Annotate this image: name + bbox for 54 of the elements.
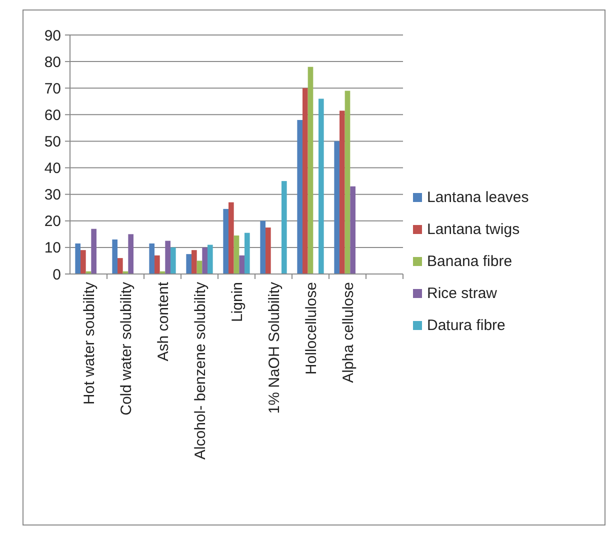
legend-label: Banana fibre [427, 253, 512, 270]
y-tick-label: 10 [44, 240, 61, 257]
x-tick-label: Alcohol- benzene solubility [192, 282, 209, 460]
bar [334, 141, 340, 274]
bar [281, 181, 287, 274]
bar [128, 234, 134, 274]
y-tick-label: 90 [44, 27, 61, 44]
x-tick-label: 1% NaOH Solubility [266, 282, 283, 414]
bar [244, 232, 250, 274]
bar [202, 247, 208, 274]
bar [149, 243, 155, 274]
bar [234, 235, 240, 274]
bar [223, 208, 229, 274]
bar [260, 220, 266, 274]
x-tick-label: Hollocellulose [302, 282, 320, 375]
bar [239, 255, 244, 274]
bar [297, 120, 303, 274]
bar [302, 88, 308, 274]
x-tick-label: Cold water solubility [118, 282, 135, 416]
bar [80, 250, 86, 274]
bar [228, 202, 234, 274]
bar [318, 98, 324, 274]
y-tick-label: 30 [44, 186, 61, 204]
bar [170, 247, 176, 274]
bar [91, 228, 96, 274]
legend-label: Lantana twigs [427, 221, 520, 238]
y-tick-label: 0 [52, 266, 61, 284]
legend-label: Rice straw [427, 285, 498, 302]
bar [340, 110, 345, 274]
legend-label: Datura fibre [427, 317, 506, 334]
y-tick-label: 80 [44, 54, 61, 71]
x-tick-label: Hot water soubility [80, 282, 98, 405]
x-tick-label: Alpha cellulose [340, 282, 357, 383]
legend-label: Lantana leaves [427, 189, 529, 206]
bar [165, 240, 170, 274]
y-tick-label: 20 [44, 213, 61, 230]
y-tick-label: 50 [44, 133, 61, 150]
bar [192, 250, 197, 274]
bar [344, 90, 350, 274]
bar [207, 244, 213, 274]
bar [186, 254, 192, 274]
bar [308, 66, 314, 274]
bar [350, 186, 356, 274]
bar [112, 239, 118, 274]
bar [118, 258, 123, 274]
x-tick-label: Ash content [154, 281, 172, 362]
y-tick-label: 40 [44, 160, 61, 178]
bar [75, 243, 81, 274]
bar [196, 260, 202, 274]
y-tick-label: 70 [44, 80, 61, 98]
bar [154, 255, 160, 274]
x-tick-label: Lignin [228, 282, 246, 322]
bar [266, 228, 271, 274]
y-tick-label: 60 [44, 106, 61, 124]
